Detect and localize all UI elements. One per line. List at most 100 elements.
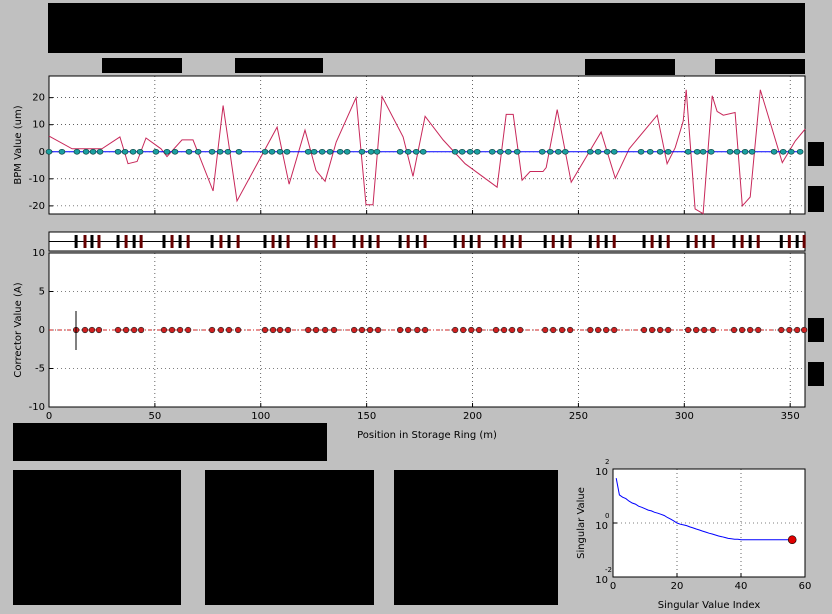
lattice-magnet [802, 235, 806, 248]
button[interactable] [808, 362, 824, 386]
y-axis-label: BPM Value (um) [13, 105, 24, 184]
y-axis-label: Corrector Value (A) [13, 282, 24, 377]
y-tick-label: 10 [595, 575, 608, 586]
bpm-marker [73, 148, 81, 155]
lattice-magnet [278, 235, 282, 248]
corrector-marker [235, 326, 242, 334]
lattice-magnet [477, 235, 481, 248]
bpm-marker [224, 148, 232, 155]
corrector-marker [517, 326, 524, 334]
bpm-marker [707, 148, 715, 155]
bpm-marker [419, 148, 427, 155]
corrector-marker [95, 326, 103, 334]
lattice-magnet [97, 235, 101, 248]
bpm-marker [373, 148, 381, 155]
corrector-marker [730, 326, 738, 334]
bpm-marker [741, 148, 749, 155]
corrector-marker [542, 326, 549, 334]
bpm-marker [699, 148, 707, 155]
corrector-marker [284, 326, 292, 334]
series-line [615, 478, 793, 541]
corrector-marker [261, 326, 269, 334]
corrector-marker [176, 326, 184, 334]
bpm-marker [171, 148, 179, 155]
lattice-magnet [694, 235, 698, 248]
lattice-magnet [612, 235, 616, 248]
bpm-marker [505, 148, 512, 155]
bpm-marker [546, 148, 554, 155]
y-tick-label: 0 [39, 147, 45, 158]
panel [394, 470, 558, 605]
button[interactable] [585, 59, 675, 75]
lattice-magnet [604, 235, 608, 248]
bpm-marker [554, 148, 562, 155]
corrector-marker [81, 326, 89, 334]
lattice-magnet [588, 235, 592, 248]
bpm-marker [396, 148, 404, 155]
x-tick-label: 100 [251, 411, 270, 422]
lattice-magnet [352, 235, 356, 248]
bpm-marker [235, 148, 243, 155]
corrector-marker [305, 326, 312, 334]
button[interactable] [808, 142, 824, 166]
y-tick-label: 10 [595, 521, 608, 532]
x-tick-label: 60 [799, 581, 812, 592]
bpm-marker [412, 148, 420, 155]
corrector-marker [330, 326, 338, 334]
panel [205, 470, 374, 605]
x-tick-label: 300 [675, 411, 694, 422]
bpm-marker [96, 148, 104, 155]
lattice-magnet [502, 235, 506, 248]
bpm-marker [610, 148, 618, 155]
bpm-marker [594, 148, 602, 155]
bpm-marker [796, 148, 804, 155]
bpm-marker [121, 148, 129, 155]
bpm-marker [152, 148, 160, 155]
bpm-marker [358, 148, 366, 155]
lattice-magnet [286, 235, 290, 248]
lattice-magnet [162, 235, 166, 248]
bpm-marker [693, 148, 701, 155]
bpm-marker [586, 148, 594, 155]
y-tick-label: 10 [595, 467, 608, 478]
corrector-marker [122, 326, 130, 334]
bpm-marker [310, 148, 318, 155]
x-tick-label: 350 [781, 411, 800, 422]
corrector-marker [709, 326, 717, 334]
button[interactable] [235, 58, 323, 73]
lattice-magnet [666, 235, 670, 248]
bpm-marker [276, 148, 284, 155]
bpm-marker [367, 148, 375, 155]
corrector-marker [269, 326, 277, 334]
bpm-marker [58, 148, 66, 155]
x-tick-label: 150 [357, 411, 376, 422]
button[interactable] [808, 186, 824, 212]
bpm-marker [185, 148, 193, 155]
lattice-magnet [650, 235, 654, 248]
corrector-marker [611, 326, 618, 334]
lattice-magnet [306, 235, 310, 248]
button[interactable] [808, 318, 824, 342]
corrector-marker [801, 326, 808, 334]
corrector-marker [693, 326, 700, 334]
lattice-magnet [139, 235, 143, 248]
lattice-magnet [756, 235, 760, 248]
x-tick-label: 0 [610, 581, 616, 592]
x-tick-label: 20 [671, 581, 684, 592]
corrector-marker [185, 326, 192, 334]
lattice-magnet [423, 235, 427, 248]
x-tick-label: 250 [569, 411, 588, 422]
lattice-magnet [787, 235, 791, 248]
lattice-magnet [702, 235, 706, 248]
bpm-marker [326, 148, 334, 155]
button[interactable] [715, 59, 805, 74]
x-tick-label: 40 [735, 581, 748, 592]
lattice-magnet [406, 235, 410, 248]
bpm-marker [473, 148, 481, 155]
corrector-marker [755, 326, 762, 334]
panel [13, 423, 327, 461]
y-tick-label: -5 [35, 364, 45, 375]
button[interactable] [102, 58, 182, 73]
lattice-magnet [263, 235, 267, 248]
